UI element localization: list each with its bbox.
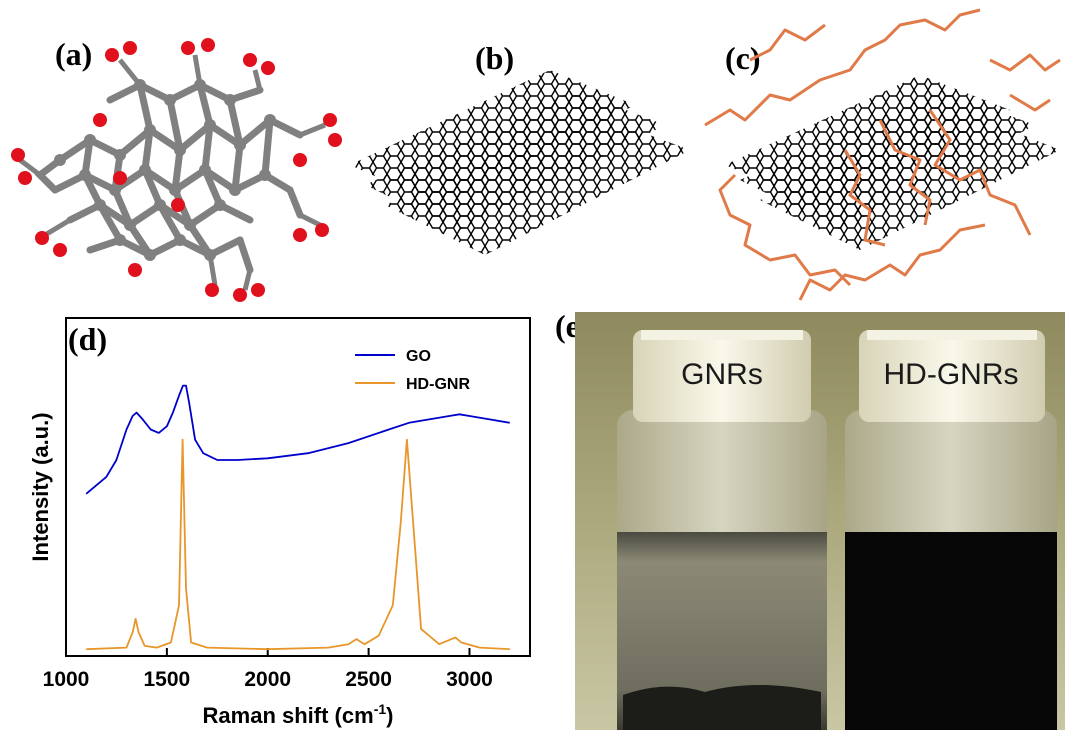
- panel-label-a: (a): [55, 36, 93, 72]
- graphene-oxide-molecule: [11, 38, 342, 302]
- vial-hd-gnrs: HD-GNRs: [845, 330, 1057, 730]
- x-tick-label: 1000: [43, 668, 90, 691]
- vial-label-gnrs: GNRs: [681, 358, 763, 391]
- x-axis-label-main: Raman shift (cm: [203, 703, 374, 728]
- graphene-nanoribbon-stack: [350, 70, 690, 255]
- series-group: [85, 384, 510, 651]
- panel-label-b: (b): [475, 40, 515, 76]
- plot-frame: [65, 317, 531, 657]
- panel-label-d: (d): [68, 321, 107, 357]
- x-axis-label-end: ): [386, 703, 393, 728]
- functionalized-nanoribbon: [704, 8, 1061, 301]
- x-tick-label: 2500: [345, 668, 392, 691]
- vials-photo: GNRs HD-GNRs: [575, 312, 1065, 730]
- panel-e: (e): [545, 300, 1065, 730]
- x-axis-ticks: 1000 1500 2000 2500 3000: [43, 648, 493, 691]
- y-axis-label: Intensity (a.u.): [28, 412, 53, 561]
- series-line-hd-gnr: [86, 438, 510, 651]
- panel-b: (b): [345, 0, 690, 310]
- x-tick-label: 3000: [446, 668, 493, 691]
- vial-gnrs: GNRs: [617, 330, 827, 730]
- x-axis-label-sup: -1: [374, 701, 387, 717]
- x-axis-label: Raman shift (cm-1): [203, 701, 394, 728]
- x-tick-label: 1500: [144, 668, 191, 691]
- series-line-go: [85, 384, 510, 495]
- legend: GO HD-GNR: [355, 348, 470, 393]
- vial-label-hd-gnrs: HD-GNRs: [884, 358, 1019, 391]
- legend-go-label: GO: [406, 348, 431, 365]
- legend-hdgnr-label: HD-GNR: [406, 376, 470, 393]
- panel-d: (d) 1000 1500 2000 2500 3000 GO HD-GNR Inten…: [0, 310, 545, 730]
- raman-chart: (d) 1000 1500 2000 2500 3000 GO HD-GNR Inten…: [28, 317, 531, 728]
- panel-c: (c): [690, 0, 1065, 310]
- panel-a: (a): [0, 0, 345, 310]
- x-tick-label: 2000: [244, 668, 291, 691]
